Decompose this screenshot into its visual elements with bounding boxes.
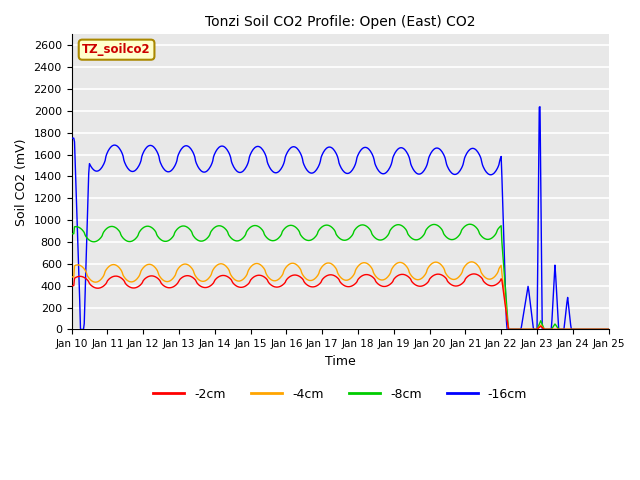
- Title: Tonzi Soil CO2 Profile: Open (East) CO2: Tonzi Soil CO2 Profile: Open (East) CO2: [205, 15, 476, 29]
- Legend: -2cm, -4cm, -8cm, -16cm: -2cm, -4cm, -8cm, -16cm: [148, 383, 532, 406]
- Text: TZ_soilco2: TZ_soilco2: [83, 43, 151, 56]
- Y-axis label: Soil CO2 (mV): Soil CO2 (mV): [15, 138, 28, 226]
- X-axis label: Time: Time: [324, 355, 355, 368]
